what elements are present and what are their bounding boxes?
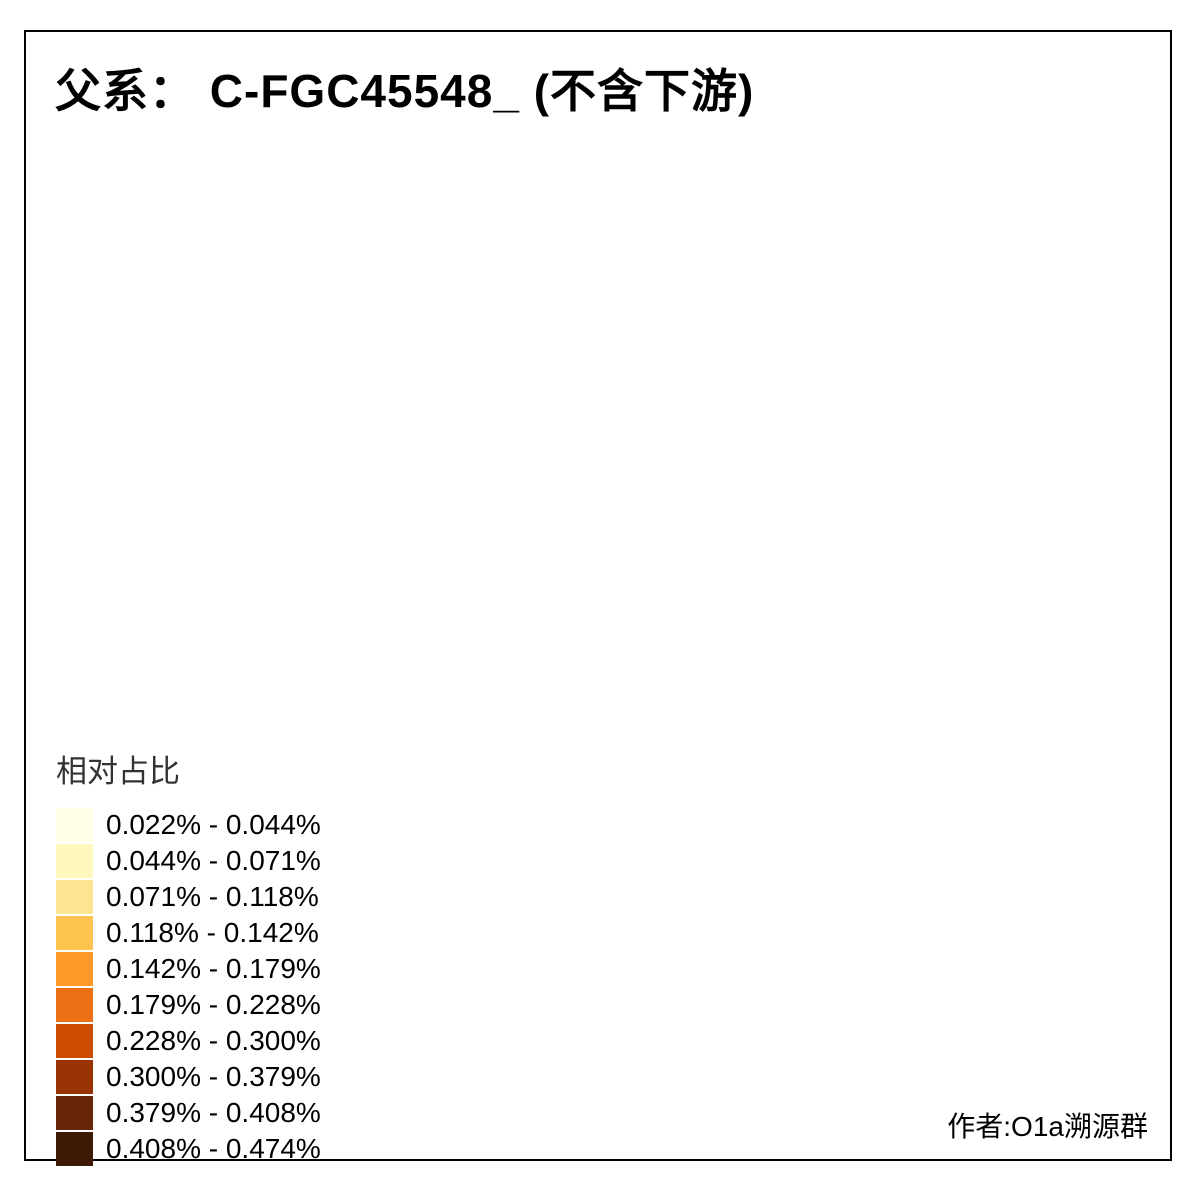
legend-swatch	[56, 915, 93, 950]
legend-label: 0.228% - 0.300%	[106, 1024, 321, 1056]
legend-label: 0.300% - 0.379%	[106, 1060, 321, 1092]
legend-item: 0.408% - 0.474%	[56, 1131, 321, 1166]
legend-label: 0.118% - 0.142%	[106, 916, 319, 948]
legend: 相对占比 0.022% - 0.044% 0.044% - 0.071% 0.071…	[56, 746, 321, 1167]
legend-swatch	[56, 951, 93, 986]
legend-items: 0.022% - 0.044% 0.044% - 0.071% 0.071% - 0…	[56, 807, 321, 1166]
legend-item: 0.228% - 0.300%	[56, 1023, 321, 1058]
legend-item: 0.379% - 0.408%	[56, 1095, 321, 1130]
legend-item: 0.071% - 0.118%	[56, 879, 321, 914]
legend-swatch	[56, 807, 93, 842]
legend-swatch	[56, 843, 93, 878]
legend-item: 0.300% - 0.379%	[56, 1059, 321, 1094]
legend-swatch	[56, 1023, 93, 1058]
legend-item: 0.044% - 0.071%	[56, 843, 321, 878]
legend-label: 0.179% - 0.228%	[106, 988, 321, 1020]
attribution: 作者:O1a溯源群	[947, 1111, 1148, 1142]
legend-label: 0.379% - 0.408%	[106, 1096, 321, 1128]
legend-label: 0.408% - 0.474%	[106, 1132, 321, 1164]
legend-item: 0.022% - 0.044%	[56, 807, 321, 842]
legend-label: 0.044% - 0.071%	[106, 844, 321, 876]
legend-item: 0.179% - 0.228%	[56, 987, 321, 1022]
legend-swatch	[56, 1059, 93, 1094]
legend-title: 相对占比	[56, 754, 180, 789]
legend-label: 0.071% - 0.118%	[106, 880, 319, 912]
legend-swatch	[56, 1131, 93, 1166]
legend-swatch	[56, 879, 93, 914]
legend-swatch	[56, 1095, 93, 1130]
legend-swatch	[56, 987, 93, 1022]
legend-label: 0.022% - 0.044%	[106, 808, 321, 840]
legend-item: 0.142% - 0.179%	[56, 951, 321, 986]
map-title: 父系： C-FGC45548_ (不含下游)	[55, 65, 755, 117]
plot-frame	[24, 30, 1172, 1161]
legend-item: 0.118% - 0.142%	[56, 915, 321, 950]
legend-label: 0.142% - 0.179%	[106, 952, 321, 984]
